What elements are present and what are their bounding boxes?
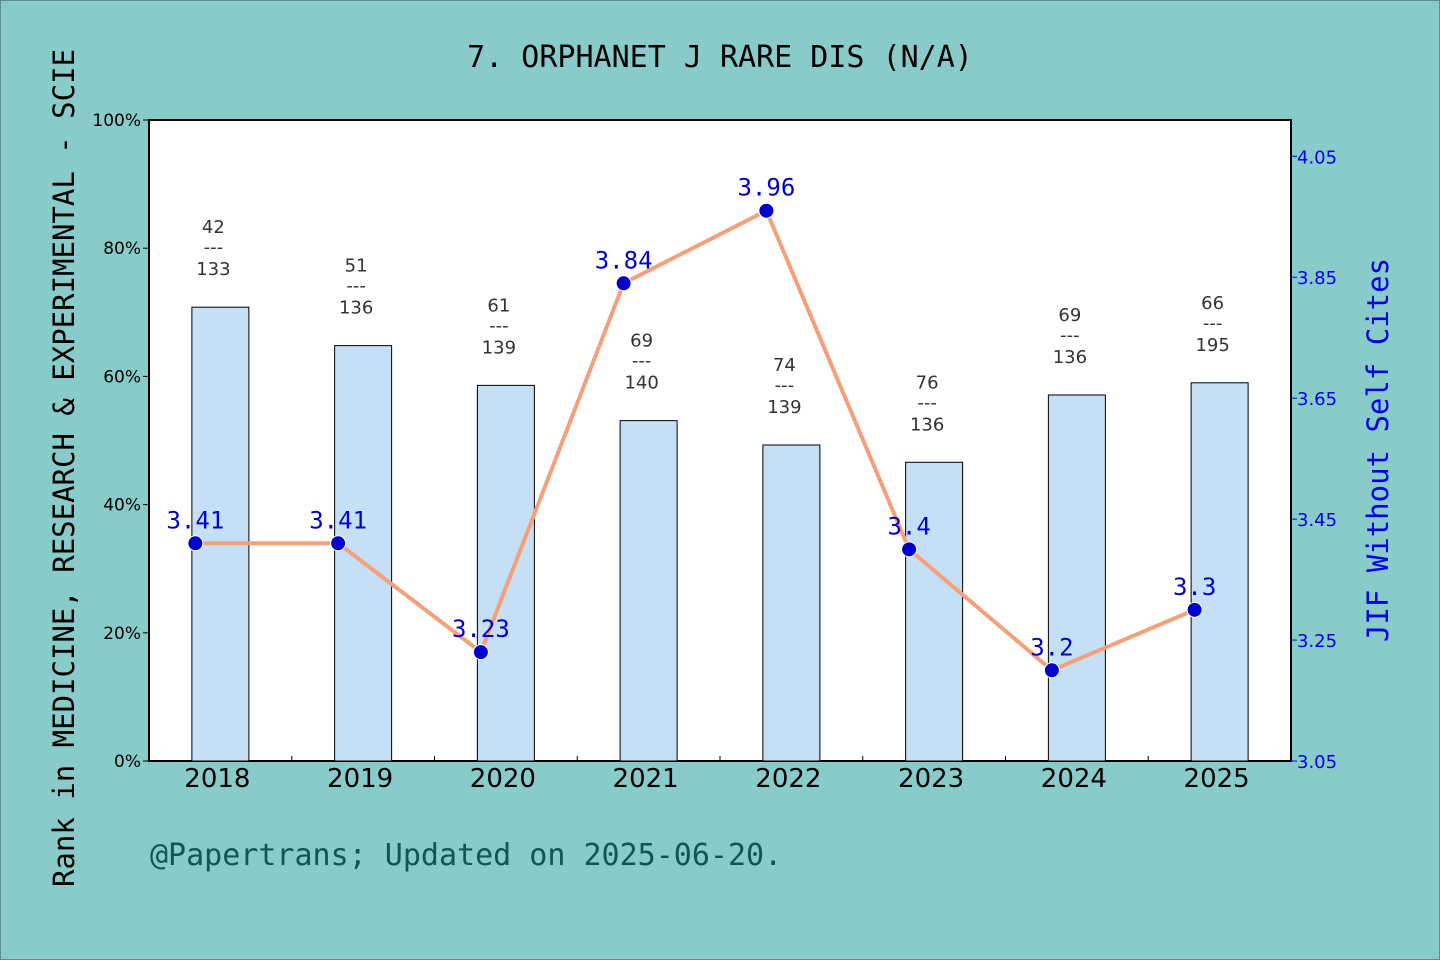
- right-tick-label-1: 3.25: [1297, 631, 1337, 652]
- x-tick-label-2022: 2022: [755, 764, 821, 794]
- rank-separator-2021: ---: [632, 351, 652, 372]
- bars-layer: [191, 306, 1249, 762]
- bar-2023: [905, 461, 964, 762]
- jif-value-label-2019: 3.41: [309, 506, 367, 534]
- bar-2019: [334, 345, 393, 762]
- left-axis-label: Rank in MEDICINE, RESEARCH & EXPERIMENTA…: [47, 49, 81, 887]
- total-label-2020: 139: [482, 337, 516, 358]
- bar-2018: [191, 306, 250, 762]
- jif-line-segment-2020: [478, 281, 626, 655]
- right-tick-label-3: 3.65: [1297, 389, 1337, 410]
- jif-point-2025: [1186, 601, 1203, 618]
- rank-label-2025: 66: [1201, 293, 1224, 314]
- right-tick-label-4: 3.85: [1297, 268, 1337, 289]
- points-layer: [187, 202, 1203, 679]
- x-tick-label-2024: 2024: [1041, 764, 1107, 794]
- jif-line-segment-2024: [1049, 607, 1197, 673]
- rank-label-2024: 69: [1058, 305, 1081, 326]
- jif-line-segment-2019: [336, 541, 483, 655]
- total-label-2019: 136: [339, 298, 373, 319]
- jif-value-label-2022: 3.96: [737, 174, 795, 202]
- jif-point-2019: [330, 535, 347, 552]
- right-tick-label-2: 3.45: [1297, 510, 1337, 531]
- bar-2025: [1190, 382, 1249, 762]
- jif-value-label-2020: 3.23: [452, 615, 510, 643]
- jif-value-label-2024: 3.2: [1030, 633, 1073, 661]
- right-axis-label: JIF Without Self Cites: [1361, 258, 1395, 642]
- x-tick-label-2020: 2020: [470, 764, 536, 794]
- jif-value-label-2023: 3.4: [887, 512, 930, 540]
- rank-label-2022: 74: [773, 355, 796, 376]
- total-label-2021: 140: [624, 373, 658, 394]
- left-tick-label-5: 100%: [92, 111, 141, 131]
- rank-separator-2023: ---: [917, 392, 937, 413]
- rank-label-2021: 69: [630, 331, 653, 352]
- total-label-2024: 136: [1053, 347, 1087, 368]
- jif-point-2023: [901, 541, 918, 558]
- rank-separator-2018: ---: [204, 237, 224, 258]
- left-tick-label-2: 40%: [103, 496, 141, 516]
- right-tick-label-5: 4.05: [1297, 147, 1337, 168]
- jif-point-2020: [472, 644, 489, 661]
- bar-2020: [476, 384, 535, 762]
- bar-2022: [762, 444, 821, 762]
- left-tick-label-1: 20%: [103, 624, 141, 644]
- plot-area: [148, 119, 1292, 762]
- x-tick-label-2021: 2021: [613, 764, 679, 794]
- bar-2024: [1047, 394, 1106, 762]
- jif-point-2018: [187, 535, 204, 552]
- rank-separator-2019: ---: [346, 276, 366, 297]
- bar-2021: [619, 420, 678, 762]
- x-tick-label-2019: 2019: [327, 764, 393, 794]
- x-tick-label-2018: 2018: [184, 764, 250, 794]
- rank-separator-2020: ---: [489, 315, 509, 336]
- jif-value-label-2025: 3.3: [1173, 573, 1216, 601]
- rank-separator-2022: ---: [775, 375, 795, 396]
- total-label-2023: 136: [910, 414, 944, 435]
- total-label-2018: 133: [196, 259, 230, 280]
- rank-label-2018: 42: [202, 217, 225, 238]
- rank-label-2020: 61: [487, 295, 510, 316]
- jif-line-segment-2022: [764, 208, 912, 552]
- rank-label-2019: 51: [345, 256, 368, 277]
- jif-value-label-2018: 3.41: [166, 506, 224, 534]
- jif-line-segment-2023: [907, 547, 1054, 673]
- left-tick-label-4: 80%: [103, 239, 141, 259]
- rank-separator-2024: ---: [1060, 325, 1080, 346]
- right-tick-label-0: 3.05: [1297, 752, 1337, 773]
- labels-layer: 42---133 51---136 61---139 69---14074---139…: [166, 174, 1229, 662]
- rank-label-2023: 76: [916, 372, 939, 393]
- line-layer: [193, 208, 1197, 673]
- jif-value-label-2021: 3.84: [595, 246, 653, 274]
- total-label-2022: 139: [767, 397, 801, 418]
- jif-line-segment-2021: [621, 208, 769, 286]
- left-tick-label-3: 60%: [103, 367, 141, 387]
- jif-point-2021: [615, 275, 632, 292]
- x-tick-label-2025: 2025: [1184, 764, 1250, 794]
- total-label-2025: 195: [1195, 335, 1229, 356]
- jif-point-2022: [758, 202, 775, 219]
- left-tick-label-0: 0%: [114, 752, 141, 772]
- axes-layer: 0% 20% 40% 60% 80% 100% 3.05 3.25 3.45 3.65 3.85 4.…: [92, 111, 1337, 794]
- jif-point-2024: [1043, 662, 1060, 679]
- footer-text: @Papertrans; Updated on 2025-06-20.: [150, 838, 782, 873]
- x-tick-label-2023: 2023: [898, 764, 964, 794]
- chart-title: 7. ORPHANET J RARE DIS (N/A): [467, 40, 973, 75]
- rank-separator-2025: ---: [1203, 313, 1223, 334]
